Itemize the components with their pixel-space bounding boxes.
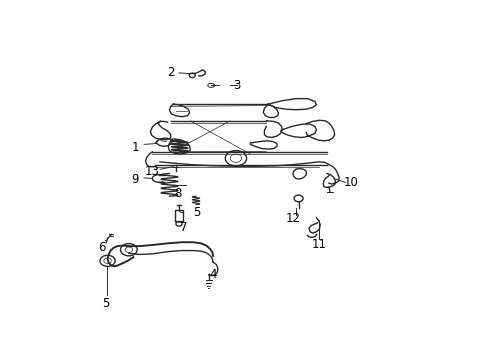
Text: 4: 4	[209, 268, 217, 281]
Text: 5: 5	[102, 297, 110, 310]
Text: 10: 10	[343, 176, 358, 189]
Text: 8: 8	[174, 187, 182, 200]
Text: 2: 2	[167, 66, 174, 79]
Text: 12: 12	[286, 212, 301, 225]
Text: 13: 13	[145, 165, 160, 178]
Text: 11: 11	[311, 238, 326, 251]
Text: 6: 6	[98, 241, 106, 254]
Text: 9: 9	[131, 172, 139, 185]
Text: 5: 5	[194, 206, 201, 219]
Text: 3: 3	[233, 79, 241, 92]
Text: 7: 7	[180, 221, 187, 234]
Text: 1: 1	[131, 141, 139, 154]
